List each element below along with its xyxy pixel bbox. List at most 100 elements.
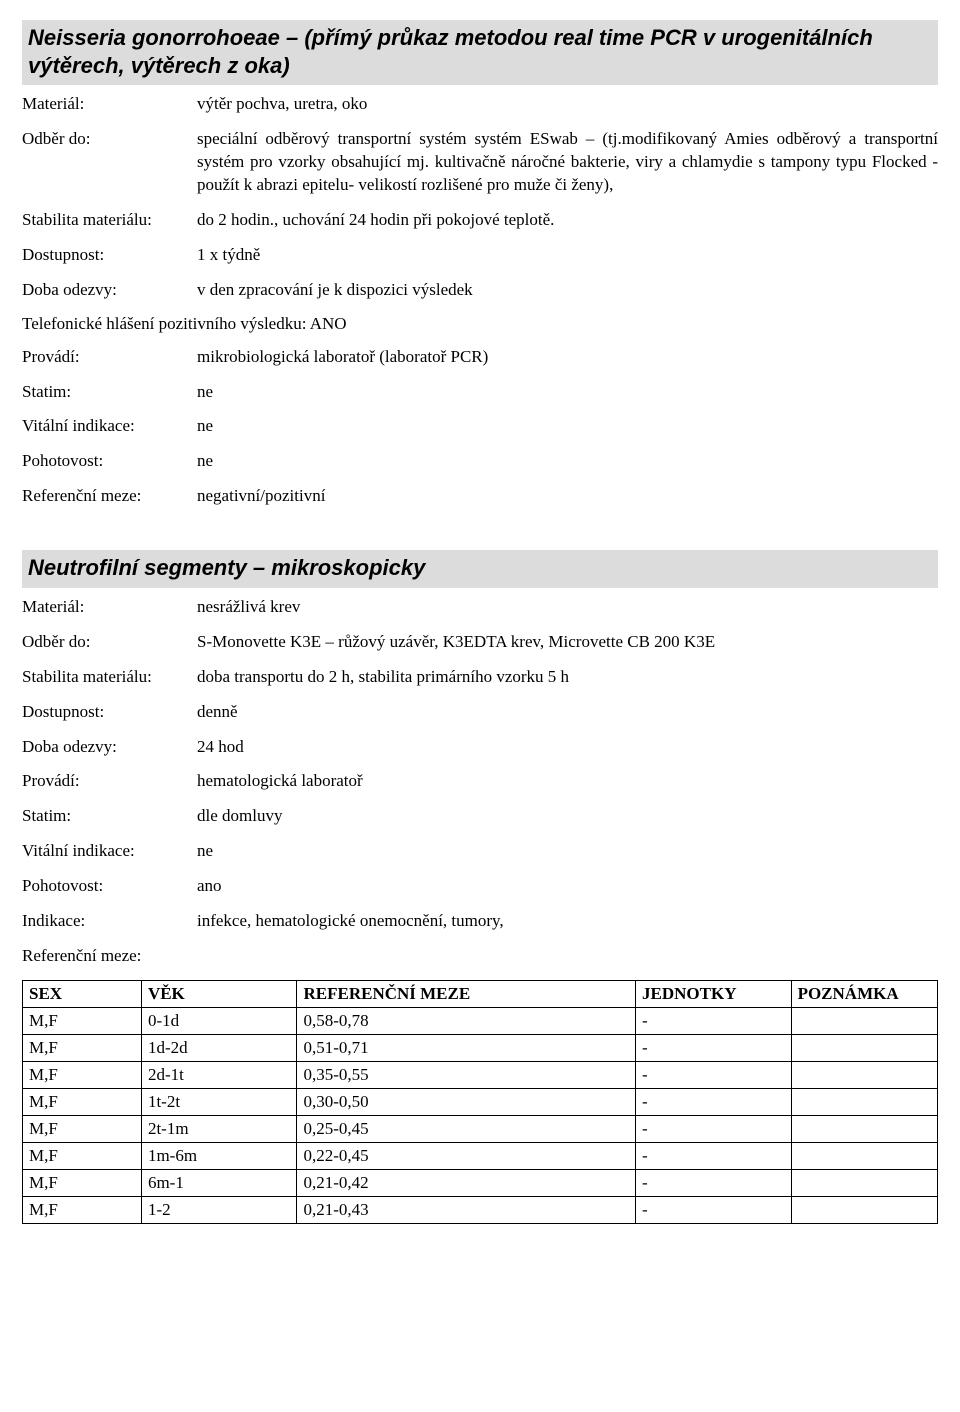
section2-field-label: Statim: xyxy=(22,805,197,828)
section1-field-value: mikrobiologická laboratoř (laboratoř PCR… xyxy=(197,346,938,369)
section2-title: Neutrofilní segmenty – mikroskopicky xyxy=(22,550,938,588)
table-cell xyxy=(791,1197,937,1224)
table-cell: - xyxy=(636,1143,792,1170)
table-cell: 0,30-0,50 xyxy=(297,1089,636,1116)
table-row: M,F1-20,21-0,43- xyxy=(23,1197,938,1224)
section2-field-row: Pohotovost:ano xyxy=(22,875,938,898)
section2-field-row: Stabilita materiálu:doba transportu do 2… xyxy=(22,666,938,689)
section1-field-label: Materiál: xyxy=(22,93,197,116)
section1-field-value: speciální odběrový transportní systém sy… xyxy=(197,128,938,197)
table-row: M,F2t-1m0,25-0,45- xyxy=(23,1116,938,1143)
section1-field-row: Dostupnost:1 x týdně xyxy=(22,244,938,267)
table-cell: M,F xyxy=(23,1197,142,1224)
table-cell: - xyxy=(636,1089,792,1116)
table-cell: 1m-6m xyxy=(141,1143,297,1170)
section1-field-row: Stabilita materiálu:do 2 hodin., uchován… xyxy=(22,209,938,232)
section1-field-row: Statim:ne xyxy=(22,381,938,404)
table-cell: - xyxy=(636,1116,792,1143)
section2-field-row: Indikace:infekce, hematologické onemocně… xyxy=(22,910,938,933)
section1-field-value: do 2 hodin., uchování 24 hodin při pokoj… xyxy=(197,209,938,232)
table-cell: M,F xyxy=(23,1170,142,1197)
table-cell xyxy=(791,1062,937,1089)
section1-field-label: Pohotovost: xyxy=(22,450,197,473)
table-cell: 1-2 xyxy=(141,1197,297,1224)
reference-table: SEX VĚK REFERENČNÍ MEZE JEDNOTKY POZNÁMK… xyxy=(22,980,938,1224)
table-cell: 1d-2d xyxy=(141,1035,297,1062)
table-cell xyxy=(791,1089,937,1116)
table-cell xyxy=(791,1008,937,1035)
table-cell: 2t-1m xyxy=(141,1116,297,1143)
table-cell: 1t-2t xyxy=(141,1089,297,1116)
section1-field-label: Provádí: xyxy=(22,346,197,369)
section2-field-row: Dostupnost:denně xyxy=(22,701,938,724)
table-cell: 0-1d xyxy=(141,1008,297,1035)
section1-field-value: negativní/pozitivní xyxy=(197,485,938,508)
section2-field-value: ne xyxy=(197,840,938,863)
section1-field-row: Referenční meze: negativní/pozitivní xyxy=(22,485,938,508)
section1-field-row: Odběr do:speciální odběrový transportní … xyxy=(22,128,938,197)
table-row: M,F1t-2t0,30-0,50- xyxy=(23,1089,938,1116)
section2-field-label: Provádí: xyxy=(22,770,197,793)
table-row: M,F2d-1t0,35-0,55- xyxy=(23,1062,938,1089)
section1-field-label: Statim: xyxy=(22,381,197,404)
table-cell: - xyxy=(636,1170,792,1197)
section2-title-text: Neutrofilní segmenty – mikroskopicky xyxy=(28,555,425,580)
section1-field-value: ne xyxy=(197,415,938,438)
section1-field-row: Doba odezvy:v den zpracování je k dispoz… xyxy=(22,279,938,302)
table-cell: M,F xyxy=(23,1062,142,1089)
section2-field-row: Referenční meze: xyxy=(22,945,938,968)
section2-field-value: 24 hod xyxy=(197,736,938,759)
section2-field-row: Doba odezvy:24 hod xyxy=(22,736,938,759)
table-cell: M,F xyxy=(23,1089,142,1116)
section1-field-label: Stabilita materiálu: xyxy=(22,209,197,232)
section2-field-value: dle domluvy xyxy=(197,805,938,828)
table-cell xyxy=(791,1170,937,1197)
table-cell: 0,21-0,43 xyxy=(297,1197,636,1224)
section2-field-label: Referenční meze: xyxy=(22,945,197,968)
section2-field-value: hematologická laboratoř xyxy=(197,770,938,793)
section2-field-value: denně xyxy=(197,701,938,724)
section2-field-row: Provádí:hematologická laboratoř xyxy=(22,770,938,793)
section2-field-value: doba transportu do 2 h, stabilita primár… xyxy=(197,666,938,689)
table-cell: 0,21-0,42 xyxy=(297,1170,636,1197)
section1-field-label: Odběr do: xyxy=(22,128,197,151)
section2-field-value: ano xyxy=(197,875,938,898)
section2-field-row: Materiál:nesrážlivá krev xyxy=(22,596,938,619)
section2-field-value: infekce, hematologické onemocnění, tumor… xyxy=(197,910,938,933)
section2-field-row: Odběr do:S-Monovette K3E – růžový uzávěr… xyxy=(22,631,938,654)
section1-field-row: Materiál:výtěr pochva, uretra, oko xyxy=(22,93,938,116)
section1-field-value: v den zpracování je k dispozici výsledek xyxy=(197,279,938,302)
table-cell: 0,51-0,71 xyxy=(297,1035,636,1062)
table-cell: M,F xyxy=(23,1143,142,1170)
th-jednotky: JEDNOTKY xyxy=(636,981,792,1008)
table-row: M,F6m-10,21-0,42- xyxy=(23,1170,938,1197)
section1-field-label: Doba odezvy: xyxy=(22,279,197,302)
table-cell xyxy=(791,1116,937,1143)
section2-field-row: Statim:dle domluvy xyxy=(22,805,938,828)
table-cell: M,F xyxy=(23,1116,142,1143)
section1-title: Neisseria gonorrohoeae – (přímý průkaz m… xyxy=(22,20,938,85)
section2-field-label: Odběr do: xyxy=(22,631,197,654)
section1-field-row: Vitální indikace:ne xyxy=(22,415,938,438)
table-cell: 2d-1t xyxy=(141,1062,297,1089)
table-cell: M,F xyxy=(23,1008,142,1035)
table-cell: - xyxy=(636,1035,792,1062)
table-cell: - xyxy=(636,1008,792,1035)
table-row: M,F0-1d0,58-0,78- xyxy=(23,1008,938,1035)
table-cell: 0,22-0,45 xyxy=(297,1143,636,1170)
section1-title-text: Neisseria gonorrohoeae – (přímý průkaz m… xyxy=(28,25,873,78)
th-ref: REFERENČNÍ MEZE xyxy=(297,981,636,1008)
section2-field-row: Vitální indikace:ne xyxy=(22,840,938,863)
section1-field-value: výtěr pochva, uretra, oko xyxy=(197,93,938,116)
section2-field-value: nesrážlivá krev xyxy=(197,596,938,619)
th-vek: VĚK xyxy=(141,981,297,1008)
section2-field-label: Doba odezvy: xyxy=(22,736,197,759)
table-row: M,F1d-2d0,51-0,71- xyxy=(23,1035,938,1062)
table-cell: 0,58-0,78 xyxy=(297,1008,636,1035)
section2-field-label: Pohotovost: xyxy=(22,875,197,898)
telephone-notice: Telefonické hlášení pozitivního výsledku… xyxy=(22,314,938,334)
table-cell: M,F xyxy=(23,1035,142,1062)
section2-field-value: S-Monovette K3E – růžový uzávěr, K3EDTA … xyxy=(197,631,938,654)
table-cell: 0,35-0,55 xyxy=(297,1062,636,1089)
section1-field-row: Provádí:mikrobiologická laboratoř (labor… xyxy=(22,346,938,369)
